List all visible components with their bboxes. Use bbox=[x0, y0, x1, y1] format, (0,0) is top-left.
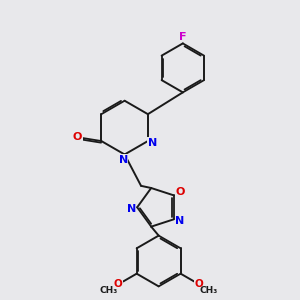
Text: F: F bbox=[179, 32, 187, 42]
Text: O: O bbox=[114, 279, 122, 290]
Text: O: O bbox=[175, 188, 184, 197]
Text: N: N bbox=[148, 137, 157, 148]
Text: CH₃: CH₃ bbox=[99, 286, 117, 295]
Text: N: N bbox=[175, 216, 184, 226]
Text: N: N bbox=[127, 204, 136, 214]
Text: CH₃: CH₃ bbox=[200, 286, 218, 295]
Text: O: O bbox=[73, 132, 82, 142]
Text: O: O bbox=[195, 279, 204, 290]
Text: N: N bbox=[118, 155, 128, 165]
